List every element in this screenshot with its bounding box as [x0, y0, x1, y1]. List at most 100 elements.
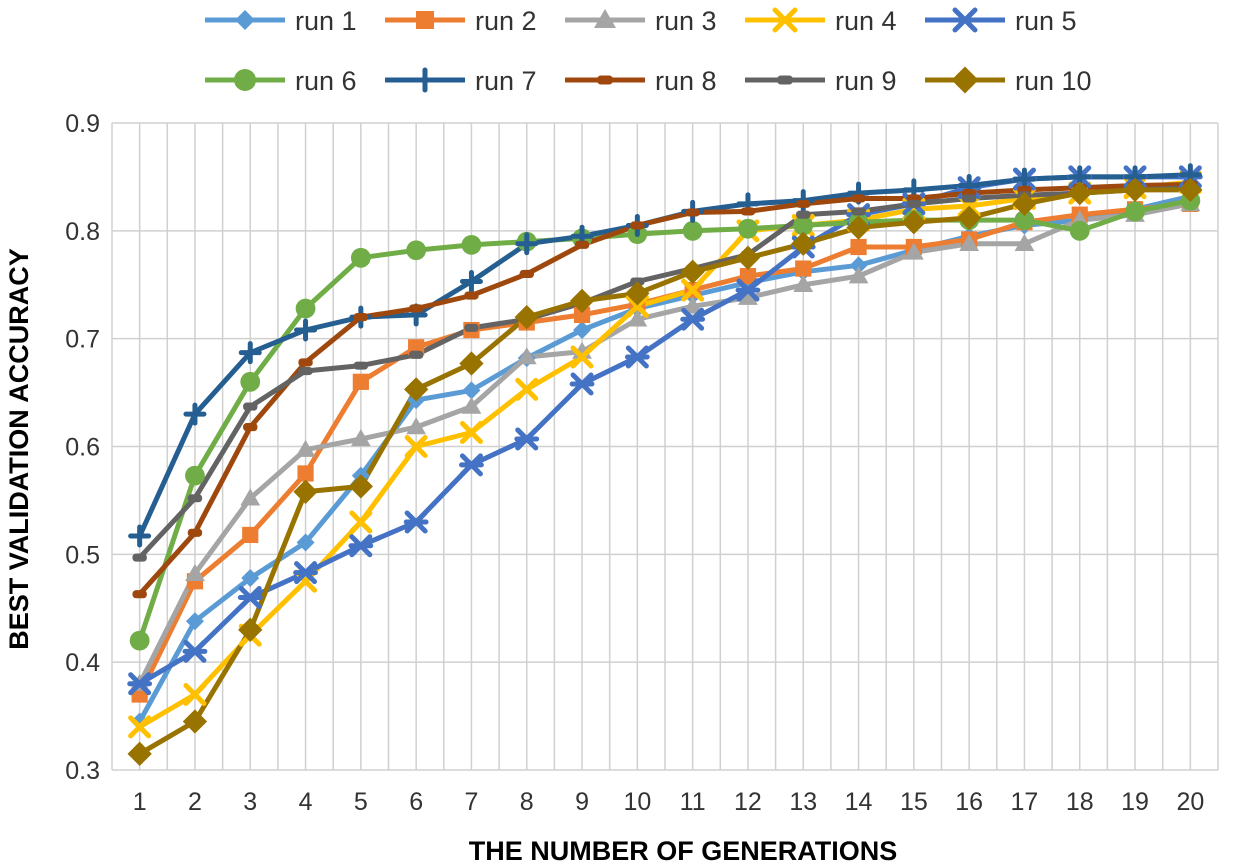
data-point — [406, 417, 427, 435]
data-point — [961, 194, 977, 203]
data-point — [129, 630, 150, 651]
data-point — [793, 274, 814, 292]
legend-item-run-3: run 3 — [565, 6, 717, 36]
data-point — [516, 347, 537, 365]
data-point — [681, 278, 705, 302]
series-line-run-3 — [137, 201, 1191, 685]
data-point — [569, 288, 595, 314]
data-point — [514, 427, 540, 451]
data-point — [404, 377, 429, 402]
data-point — [906, 199, 922, 208]
data-point — [903, 242, 924, 260]
data-point — [237, 585, 263, 609]
data-point — [350, 429, 371, 447]
data-point — [293, 479, 318, 504]
data-point — [740, 207, 756, 216]
legend-item-run-6: run 6 — [205, 66, 357, 96]
x-tick-label: 9 — [575, 788, 589, 816]
data-point — [739, 268, 757, 285]
data-point — [685, 208, 700, 217]
legend-marker — [777, 75, 793, 85]
y-tick-label: 0.9 — [65, 110, 100, 138]
data-point — [406, 240, 427, 261]
data-point — [574, 240, 590, 249]
data-point — [846, 215, 871, 240]
x-tick-label: 1 — [133, 788, 147, 816]
data-point — [625, 281, 650, 306]
data-point — [243, 423, 258, 432]
data-point — [793, 215, 814, 236]
x-tick-label: 11 — [680, 788, 706, 816]
data-point — [1178, 177, 1203, 203]
data-point — [796, 199, 811, 208]
data-point — [293, 561, 318, 585]
legend-item-run-8: run 8 — [565, 66, 717, 96]
series-markers — [127, 163, 1203, 766]
legend-marker — [234, 69, 256, 91]
data-point — [241, 569, 260, 588]
data-point — [353, 361, 369, 370]
legend-label: run 8 — [655, 66, 717, 96]
data-point — [851, 194, 866, 203]
data-point — [464, 291, 479, 300]
legend-item-run-5: run 5 — [925, 6, 1077, 36]
data-point — [459, 270, 483, 294]
data-point — [515, 232, 539, 256]
data-point — [680, 307, 706, 331]
data-point — [1069, 220, 1090, 241]
data-point — [738, 287, 758, 305]
data-point — [569, 372, 595, 396]
data-point — [353, 313, 369, 322]
x-tick-label: 14 — [845, 788, 873, 816]
data-point — [851, 207, 866, 216]
data-point — [573, 306, 591, 324]
data-point — [127, 741, 152, 766]
y-tick-label: 0.3 — [65, 757, 100, 785]
data-point — [1014, 233, 1035, 251]
data-point — [682, 296, 703, 314]
data-point — [132, 553, 147, 562]
data-point — [625, 294, 649, 318]
data-point — [459, 351, 484, 376]
data-point — [459, 420, 483, 444]
data-point — [298, 366, 313, 376]
legend-marker — [772, 7, 798, 33]
y-axis-ticks: 0.3 0.4 0.5 0.6 0.7 0.8 0.9 — [65, 110, 100, 785]
data-point — [294, 318, 318, 342]
x-tick-label: 8 — [520, 788, 534, 816]
data-point — [127, 672, 153, 696]
data-point — [132, 590, 147, 599]
data-point — [238, 617, 263, 642]
legend-label: run 7 — [475, 66, 537, 96]
y-axis-title: BEST VALIDATION ACCURACY — [4, 248, 34, 650]
data-point — [187, 528, 203, 537]
data-point — [298, 358, 313, 367]
data-point — [404, 435, 428, 458]
data-point — [519, 269, 534, 279]
data-point — [570, 345, 594, 369]
data-point — [1012, 167, 1036, 191]
data-point — [849, 256, 868, 275]
x-tick-label: 20 — [1176, 788, 1204, 816]
data-point — [182, 639, 208, 663]
data-point — [1012, 191, 1037, 217]
data-point — [242, 526, 259, 544]
data-point — [738, 218, 758, 239]
data-point — [464, 323, 479, 332]
legend: run 1 run 2 run 3 run 4 run 5 run 6 run 7 run 8… — [205, 6, 1092, 96]
data-point — [1125, 201, 1145, 222]
legend-marker — [597, 75, 613, 85]
data-point — [796, 210, 811, 219]
legend-label: run 2 — [475, 6, 537, 36]
data-point — [682, 220, 703, 241]
legend-label: run 9 — [835, 66, 897, 96]
legend-marker — [951, 7, 979, 33]
data-point — [183, 402, 207, 426]
data-point — [240, 488, 261, 506]
legend-item-run-10: run 10 — [925, 66, 1092, 96]
data-point — [848, 266, 869, 284]
data-point — [403, 510, 429, 534]
data-point — [627, 309, 648, 327]
data-point — [185, 563, 205, 581]
